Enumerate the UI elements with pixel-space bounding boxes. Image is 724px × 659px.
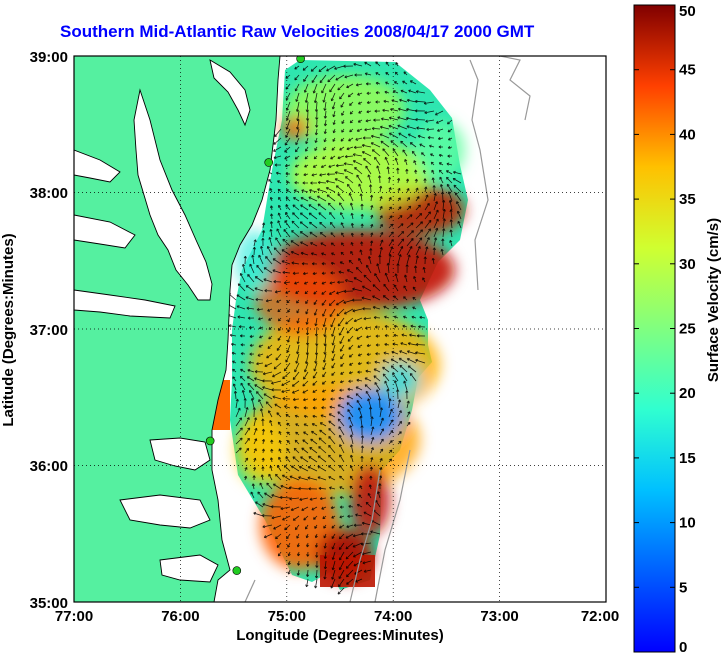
plot-title: Southern Mid-Atlantic Raw Velocities 200…: [60, 22, 535, 41]
colorbar-tick-label: 25: [679, 321, 696, 338]
colorbar-tick-label: 10: [679, 515, 696, 532]
bathymetry-contours: [244, 56, 531, 602]
radar-station-marker: [264, 158, 274, 167]
x-tick-label: 73:00: [480, 608, 518, 625]
radar-station-marker: [232, 566, 242, 575]
radar-station-marker: [205, 436, 215, 446]
y-tick-label: 37:00: [30, 322, 68, 339]
land-mass: [74, 56, 281, 602]
colorbar-tick-label: 15: [679, 450, 696, 467]
x-tick-label: 77:00: [55, 608, 93, 625]
colorbar-tick-label: 45: [679, 62, 696, 79]
radar-station-marker: [296, 56, 305, 64]
y-tick-label: 38:00: [30, 185, 68, 202]
x-axis-ticks: 77:00 76:00 75:00 74:00 73:00 72:00: [55, 608, 619, 625]
colorbar-tick-label: 50: [679, 3, 696, 20]
colorbar-tick-label: 5: [679, 579, 687, 596]
colorbar-tick-label: 20: [679, 385, 696, 402]
colorbar-tick-label: 40: [679, 126, 696, 143]
colorbar-tick-label: 35: [679, 191, 696, 208]
colorbar-tick-label: 0: [679, 639, 687, 656]
y-axis-ticks: 39:00 38:00 37:00 36:00 35:00: [30, 49, 68, 612]
y-tick-label: 36:00: [30, 458, 68, 475]
colorbar-title: Surface Velocity (cm/s): [705, 218, 722, 382]
estuary-water: [74, 59, 251, 583]
map-plot-area: [74, 56, 606, 602]
x-axis-title: Longitude (Degrees:Minutes): [236, 627, 444, 644]
colorbar-gradient: [633, 4, 676, 653]
colorbar-tick-label: 30: [679, 256, 696, 273]
y-tick-label: 35:00: [30, 595, 68, 612]
x-tick-label: 72:00: [581, 608, 619, 625]
radar-stations: [205, 56, 305, 575]
y-tick-label: 39:00: [30, 49, 68, 66]
x-tick-label: 76:00: [161, 608, 199, 625]
x-tick-label: 74:00: [374, 608, 412, 625]
x-tick-label: 75:00: [268, 608, 306, 625]
velocity-field: [210, 60, 468, 595]
y-axis-title: Latitude (Degrees:Minutes): [0, 233, 17, 426]
plot-frame: [73, 55, 607, 603]
